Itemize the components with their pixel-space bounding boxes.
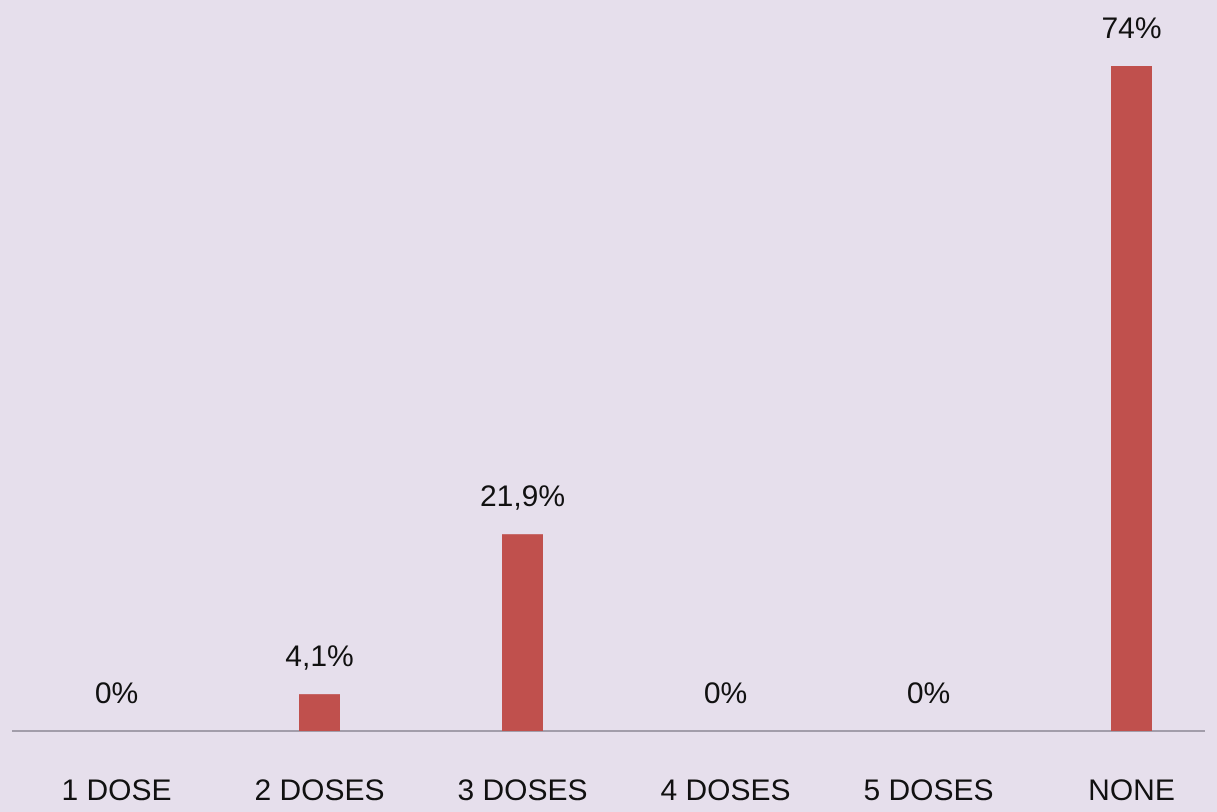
x-tick-label: 1 DOSE <box>61 774 171 807</box>
x-tick-label: 4 DOSES <box>660 774 790 807</box>
x-tick-label: 3 DOSES <box>457 774 587 807</box>
value-label: 4,1% <box>285 640 353 673</box>
bar <box>502 534 543 731</box>
x-tick-label: 5 DOSES <box>863 774 993 807</box>
value-label: 74% <box>1101 12 1161 45</box>
x-tick-label: 2 DOSES <box>254 774 384 807</box>
value-label: 0% <box>704 677 747 710</box>
value-label: 0% <box>907 677 950 710</box>
value-label: 0% <box>95 677 138 710</box>
bar <box>299 694 340 731</box>
x-tick-label: NONE <box>1088 774 1175 807</box>
value-label: 21,9% <box>480 480 565 513</box>
bar <box>1111 66 1152 731</box>
